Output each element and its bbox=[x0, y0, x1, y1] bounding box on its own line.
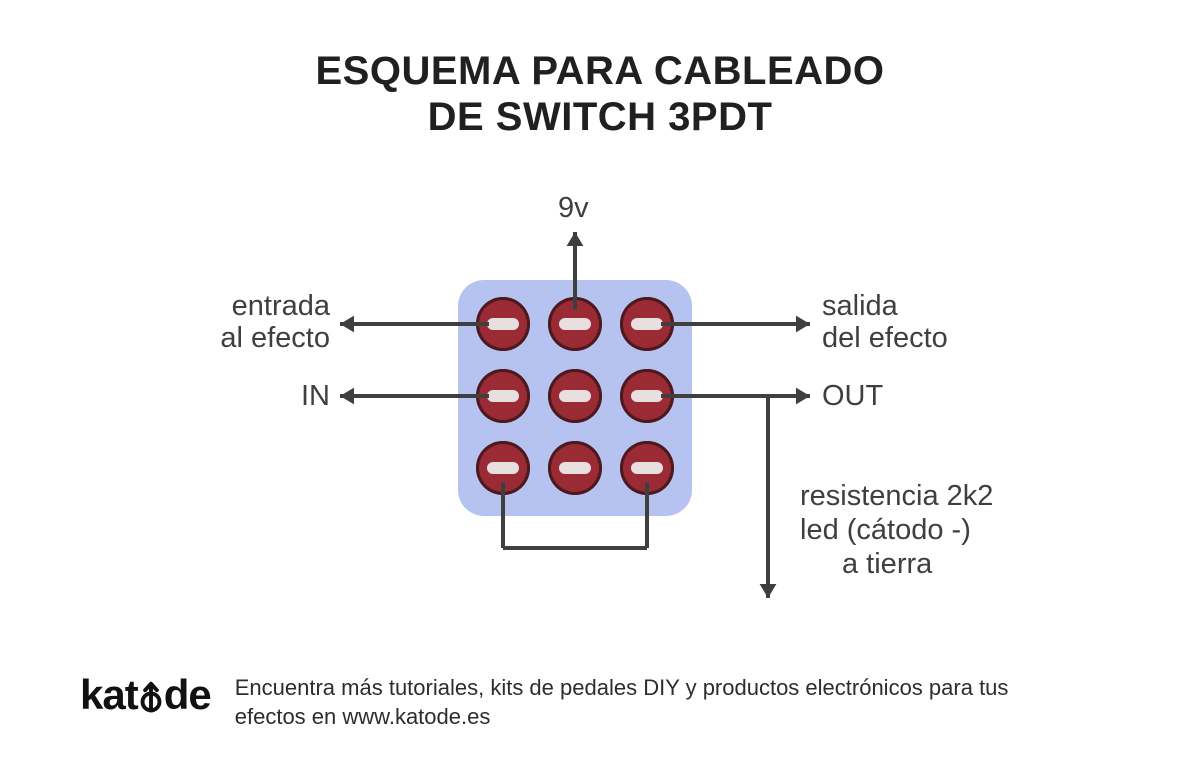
footer-text: Encuentra más tutoriales, kits de pedale… bbox=[235, 673, 1055, 732]
logo-o-icon bbox=[138, 671, 164, 719]
katode-logo: kat de bbox=[80, 671, 211, 719]
label-resistor-3: a tierra bbox=[842, 548, 932, 581]
label-out: OUT bbox=[822, 380, 883, 413]
switch-lug bbox=[620, 369, 674, 423]
label-9v: 9v bbox=[558, 192, 589, 225]
label-resistor-1: resistencia 2k2 bbox=[800, 480, 993, 513]
switch-lug bbox=[548, 441, 602, 495]
title-line-1: ESQUEMA PARA CABLEADO bbox=[0, 48, 1200, 94]
label-resistor-2: led (cátodo -) bbox=[800, 514, 971, 547]
label-salida-2: del efecto bbox=[822, 322, 948, 355]
label-in: IN bbox=[130, 380, 330, 413]
page-title: ESQUEMA PARA CABLEADO DE SWITCH 3PDT bbox=[0, 48, 1200, 140]
switch-lug bbox=[476, 441, 530, 495]
title-line-2: DE SWITCH 3PDT bbox=[0, 94, 1200, 140]
switch-lug bbox=[476, 369, 530, 423]
footer: kat de Encuentra más tutoriales, kits de… bbox=[80, 671, 1120, 732]
label-entrada-2: al efecto bbox=[130, 322, 330, 355]
switch-lug bbox=[476, 297, 530, 351]
switch-lug bbox=[620, 297, 674, 351]
switch-lug bbox=[548, 297, 602, 351]
switch-lug bbox=[548, 369, 602, 423]
logo-text-post: de bbox=[164, 671, 211, 719]
label-entrada-1: entrada bbox=[130, 290, 330, 323]
switch-lug bbox=[620, 441, 674, 495]
label-salida-1: salida bbox=[822, 290, 898, 323]
logo-text-pre: kat bbox=[80, 671, 138, 719]
